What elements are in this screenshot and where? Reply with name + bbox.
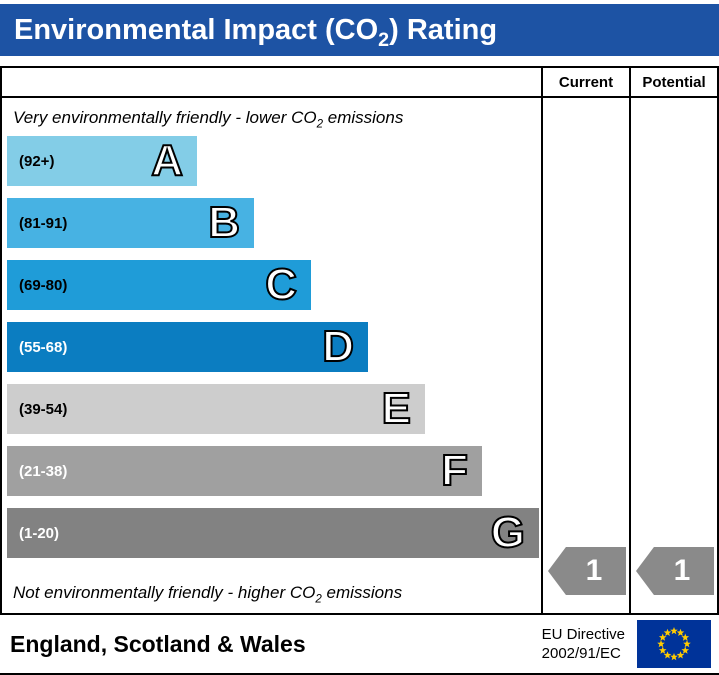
rating-band-g: (1-20) G: [7, 507, 539, 558]
band-range-label: (39-54): [19, 400, 68, 418]
current-column-header: Current: [541, 68, 629, 98]
current-rating-arrow: 1: [548, 547, 626, 595]
chart-title-bar: Environmental Impact (CO2) Rating: [0, 4, 719, 56]
rating-band-d: (55-68) D: [7, 321, 368, 372]
band-range-label: (1-20): [19, 524, 60, 542]
rating-band-e: (39-54) E: [7, 383, 425, 434]
band-range-label: (81-91): [19, 214, 68, 232]
rating-band-f: (21-38) F: [7, 445, 482, 496]
page-footer: England, Scotland & Wales EU Directive 2…: [0, 615, 719, 675]
band-letter: C: [264, 259, 298, 310]
potential-column: 1: [629, 98, 717, 613]
band-range-label: (69-80): [19, 276, 68, 294]
bottom-note: Not environmentally friendly - higher CO…: [13, 583, 403, 606]
eu-flag-icon: [637, 620, 711, 668]
potential-column-header: Potential: [629, 68, 717, 98]
page-title: Environmental Impact (CO2) Rating: [14, 13, 498, 51]
rating-band-c: (69-80) C: [7, 259, 311, 310]
band-letter: D: [321, 321, 355, 372]
rating-band-b: (81-91) B: [7, 197, 254, 248]
current-column: 1: [541, 98, 629, 613]
rating-chart: Current Potential Very environmentally f…: [0, 66, 719, 615]
eu-directive-label: EU Directive 2002/91/EC: [541, 625, 625, 663]
band-letter: A: [150, 135, 184, 186]
band-letter: G: [490, 507, 526, 558]
band-range-label: (21-38): [19, 462, 68, 480]
rating-bands-area: Very environmentally friendly - lower CO…: [2, 98, 541, 613]
current-rating-value: 1: [585, 554, 603, 587]
band-letter: B: [207, 197, 241, 248]
region-label: England, Scotland & Wales: [10, 630, 306, 657]
band-letter: E: [381, 383, 412, 434]
rating-band-a: (92+) A: [7, 135, 197, 186]
band-range-label: (92+): [19, 152, 55, 170]
band-letter: F: [440, 445, 469, 496]
top-note: Very environmentally friendly - lower CO…: [13, 108, 404, 131]
title-subscript: 2: [378, 28, 390, 51]
potential-rating-arrow: 1: [636, 547, 714, 595]
rating-bands: (92+) A (81-91) B (69-80) C (55-68) D (3…: [7, 135, 541, 558]
band-range-label: (55-68): [19, 338, 68, 356]
column-header-spacer: [2, 68, 541, 98]
potential-rating-value: 1: [673, 554, 691, 587]
